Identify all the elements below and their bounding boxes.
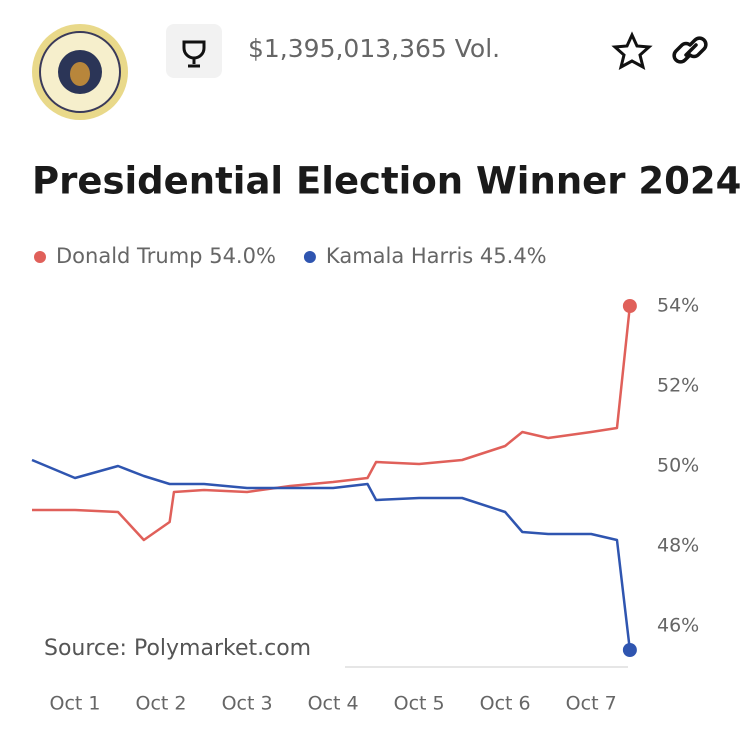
x-tick-label: Oct 4 [308, 693, 359, 715]
x-tick-label: Oct 6 [480, 693, 531, 715]
y-tick-label: 52% [657, 375, 699, 397]
x-tick-label: Oct 7 [566, 693, 617, 715]
x-tick-label: Oct 5 [394, 693, 445, 715]
link-icon[interactable] [672, 36, 708, 64]
volume: $1,395,013,365 Vol. [248, 34, 500, 63]
legend-name: Donald Trump [56, 244, 203, 268]
legend-label: Kamala Harris 45.4% [326, 244, 547, 268]
legend-marker [34, 251, 46, 263]
y-tick-label: 46% [657, 615, 699, 637]
legend-label: Donald Trump 54.0% [56, 244, 276, 268]
x-tick-label: Oct 2 [136, 693, 187, 715]
legend-value: 45.4% [480, 244, 547, 268]
x-tick-label: Oct 3 [222, 693, 273, 715]
line [32, 305, 632, 542]
star-icon[interactable] [611, 31, 653, 70]
legend-value: 54.0% [209, 244, 276, 268]
legend-name: Kamala Harris [326, 244, 473, 268]
line [31, 458, 632, 651]
end-marker [622, 299, 637, 313]
trophy-icon[interactable] [166, 24, 222, 78]
y-tick-label: 48% [657, 535, 699, 557]
annotation: Source: Polymarket.com [44, 636, 311, 661]
seal [32, 24, 128, 120]
chart-title: Presidential Election Winner 2024 [32, 160, 741, 203]
y-tick-label: 50% [657, 455, 699, 477]
y-tick-label: 54% [657, 295, 699, 317]
x-tick-label: Oct 1 [50, 693, 101, 715]
end-marker [622, 643, 637, 657]
legend-marker [303, 251, 316, 263]
